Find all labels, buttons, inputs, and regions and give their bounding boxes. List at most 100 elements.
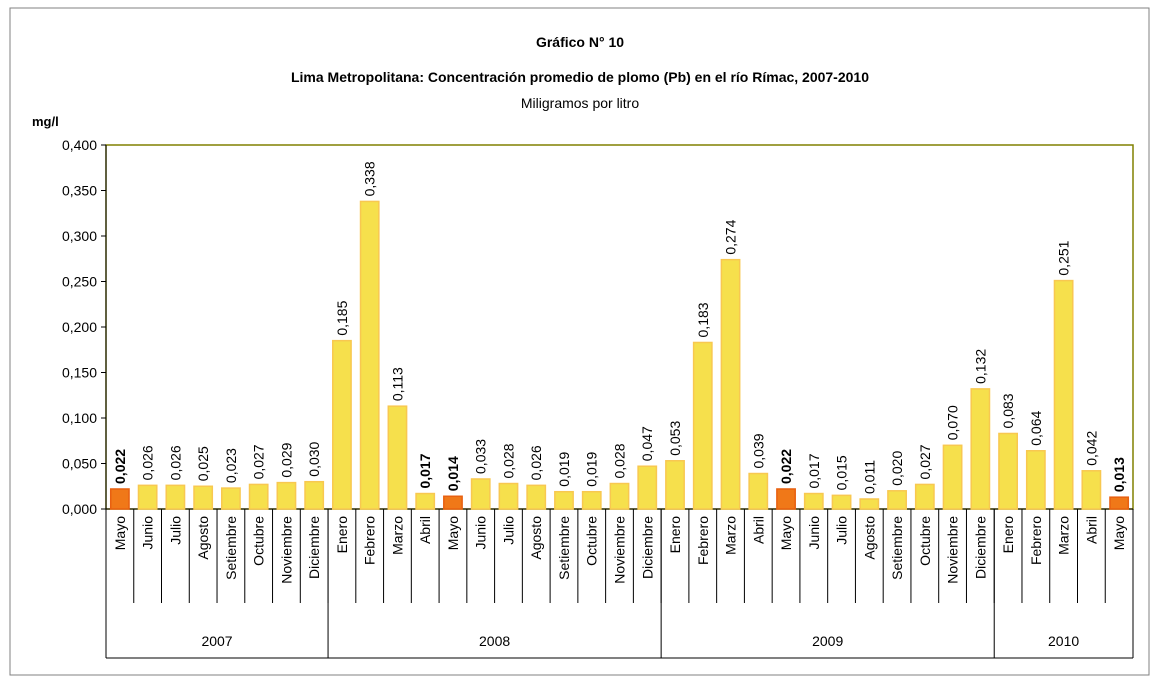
bar: [359, 200, 380, 510]
bar: [220, 487, 241, 510]
x-tick-label: Diciembre: [306, 516, 322, 579]
x-tick-label: Junio: [806, 516, 822, 550]
value-label: 0,020: [889, 451, 905, 486]
x-tick-label: Marzo: [1056, 516, 1072, 555]
value-label: 0,039: [750, 433, 766, 468]
x-tick-label: Marzo: [723, 516, 739, 555]
y-tick-label: 0,200: [62, 319, 97, 335]
value-label: 0,014: [445, 456, 461, 491]
value-label: 0,013: [1111, 457, 1127, 492]
x-tick-label: Abril: [750, 516, 766, 544]
bar: [332, 339, 352, 510]
y-tick-label: 0,350: [62, 183, 97, 199]
value-label: 0,028: [612, 443, 628, 478]
value-label: 0,028: [500, 443, 516, 478]
bar: [193, 485, 214, 510]
group-label: 2009: [812, 633, 843, 649]
bar: [887, 490, 907, 510]
bar: [609, 482, 630, 510]
x-tick-label: Mayo: [778, 516, 794, 550]
x-tick-label: Abril: [1083, 516, 1099, 544]
value-label: 0,017: [806, 453, 822, 488]
bar: [276, 481, 297, 510]
group-label: 2007: [201, 633, 232, 649]
value-label: 0,027: [251, 444, 267, 479]
bar: [1053, 279, 1074, 510]
x-tick-label: Diciembre: [972, 516, 988, 579]
value-label: 0,132: [972, 349, 988, 384]
x-tick-label: Febrero: [695, 516, 711, 565]
value-label: 0,183: [695, 302, 711, 337]
x-tick-label: Octubre: [584, 516, 600, 566]
value-label: 0,011: [861, 460, 877, 494]
value-label: 0,113: [389, 367, 405, 401]
bar: [831, 494, 852, 510]
bar: [1081, 470, 1102, 510]
value-label: 0,030: [306, 441, 322, 476]
bar: [859, 498, 880, 510]
bar: [1025, 450, 1046, 510]
bar: [526, 484, 547, 510]
bar: [581, 490, 602, 510]
value-label: 0,026: [528, 445, 544, 480]
value-label: 0,033: [473, 439, 489, 474]
value-label: 0,251: [1056, 240, 1072, 275]
x-tick-label: Octubre: [251, 516, 267, 566]
bar: [803, 492, 824, 510]
y-tick-label: 0,150: [62, 365, 97, 381]
bar: [637, 465, 658, 510]
x-tick-label: Febrero: [1028, 516, 1044, 565]
x-tick-label: Agosto: [861, 516, 877, 560]
value-label: 0,019: [584, 451, 600, 486]
value-label: 0,274: [723, 219, 739, 254]
frame: [9, 7, 1150, 676]
value-label: 0,025: [195, 446, 211, 481]
value-label: 0,053: [667, 421, 683, 456]
x-tick-label: Junio: [140, 516, 156, 550]
x-tick-label: Noviembre: [612, 516, 628, 584]
value-label: 0,338: [362, 161, 378, 196]
value-label: 0,185: [334, 300, 350, 335]
y-tick-label: 0,000: [62, 501, 97, 517]
x-tick-label: Agosto: [528, 516, 544, 560]
value-label: 0,083: [1000, 393, 1016, 428]
bar: [137, 484, 158, 510]
bar: [109, 488, 130, 510]
x-tick-label: Junio: [473, 516, 489, 550]
bar: [387, 405, 408, 510]
x-tick-label: Febrero: [362, 516, 378, 565]
x-tick-label: Setiembre: [223, 516, 239, 580]
x-tick-label: Mayo: [112, 516, 128, 550]
bar: [720, 258, 741, 510]
y-tick-label: 0,100: [62, 410, 97, 426]
x-tick-label: Agosto: [195, 516, 211, 560]
value-label: 0,022: [778, 449, 794, 484]
x-tick-label: Julio: [834, 516, 850, 545]
y-tick-label: 0,250: [62, 274, 97, 290]
x-tick-label: Marzo: [389, 516, 405, 555]
value-label: 0,017: [417, 453, 433, 488]
bar: [304, 480, 325, 510]
x-tick-label: Setiembre: [889, 516, 905, 580]
x-tick-label: Abril: [417, 516, 433, 544]
bar: [248, 483, 269, 510]
bar: [970, 388, 991, 510]
bar: [942, 444, 963, 510]
x-tick-label: Julio: [500, 516, 516, 545]
value-label: 0,026: [167, 445, 183, 480]
bar: [498, 482, 519, 510]
bar: [998, 432, 1019, 510]
bar: [554, 490, 574, 510]
x-tick-label: Noviembre: [278, 516, 294, 584]
chart-title: Gráfico N° 10: [536, 34, 624, 50]
x-tick-label: Mayo: [445, 516, 461, 550]
y-tick-label: 0,300: [62, 228, 97, 244]
x-tick-label: Noviembre: [945, 516, 961, 584]
group-label: 2008: [479, 633, 510, 649]
value-label: 0,042: [1083, 431, 1099, 466]
x-tick-label: Enero: [667, 516, 683, 554]
x-tick-label: Diciembre: [639, 516, 655, 579]
bar: [1109, 496, 1130, 510]
chart-subtitle2: Miligramos por litro: [521, 95, 639, 111]
